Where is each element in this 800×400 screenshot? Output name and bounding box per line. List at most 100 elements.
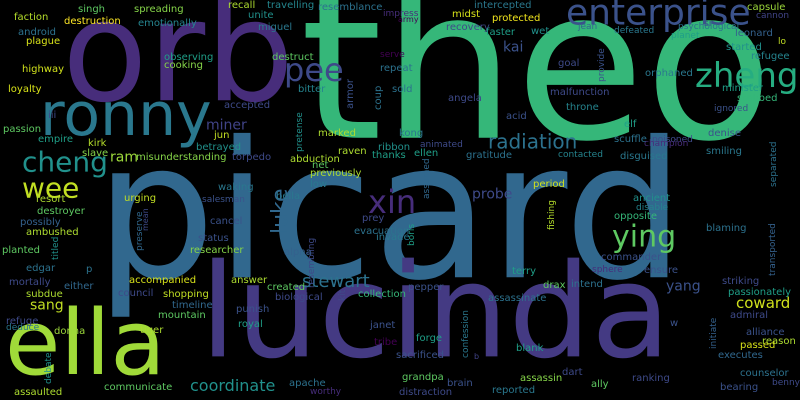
- word-forge: forge: [416, 332, 443, 344]
- word-misunderstanding: misunderstanding: [136, 151, 227, 163]
- word-loyalty: loyalty: [8, 83, 42, 95]
- word-probe: probe: [472, 186, 513, 203]
- word-alpha: alpha: [284, 246, 312, 258]
- word-intercepted: intercepted: [474, 0, 532, 11]
- word-ranking: ranking: [632, 372, 670, 384]
- word-boris: boris: [407, 223, 417, 246]
- word-refugee: refugee: [751, 50, 790, 62]
- word-ram: ram: [110, 149, 138, 166]
- word-minister: minister: [722, 82, 764, 94]
- word-thanks: thanks: [372, 149, 406, 161]
- word-xin: xin: [368, 183, 417, 222]
- word-answer: answer: [231, 274, 268, 286]
- word-ambushed: ambushed: [26, 226, 79, 238]
- word-destruction: destruction: [64, 15, 121, 27]
- word-either: either: [64, 280, 94, 292]
- word-brain: brain: [447, 377, 473, 389]
- word-destroyer: destroyer: [37, 205, 85, 217]
- word-edgar: edgar: [26, 262, 56, 274]
- word-radiation: radiation: [488, 129, 578, 154]
- word-assassinate: assassinate: [488, 292, 547, 304]
- word-zheng: zheng: [695, 55, 799, 96]
- word-capsule: capsule: [747, 1, 786, 13]
- word-period: period: [533, 178, 565, 190]
- word-previously: previously: [310, 167, 362, 179]
- word-provide: provide: [597, 48, 607, 82]
- word-ellen: ellen: [414, 147, 439, 159]
- word-evacuation: evacuation: [354, 225, 410, 237]
- word-spreading: spreading: [134, 3, 184, 15]
- word-biological: biological: [275, 291, 323, 303]
- word-iii: iii: [48, 109, 57, 121]
- word-assassin: assassin: [520, 372, 563, 384]
- word-grandpa: grandpa: [402, 371, 444, 383]
- word-impress: impress: [383, 8, 419, 19]
- word-ensure: ensure: [644, 264, 679, 276]
- word-opposite: opposite: [614, 210, 657, 222]
- word-tribe: tribe: [374, 336, 398, 348]
- word-pepper: pepper: [408, 281, 444, 293]
- word-ella: ella: [5, 291, 166, 397]
- word-b: b: [474, 352, 480, 362]
- word-bearing: bearing: [720, 381, 759, 393]
- word-executes: executes: [718, 349, 763, 361]
- word-gratitude: gratitude: [466, 149, 513, 161]
- word-planet: planet: [671, 30, 700, 41]
- word-android: android: [18, 26, 56, 38]
- word-preserve: preserve: [135, 211, 145, 251]
- word-pretense: pretense: [295, 112, 305, 152]
- word-refuge: refuge: [6, 315, 39, 327]
- word-confession: confession: [461, 310, 471, 358]
- word-wee: wee: [22, 171, 80, 205]
- word-low: low: [310, 178, 328, 190]
- word-reason: reason: [762, 335, 796, 347]
- word-bitter: bitter: [298, 83, 326, 95]
- word-timeline: timeline: [172, 299, 213, 311]
- word-faster: faster: [486, 26, 516, 38]
- word-accepted: accepted: [224, 99, 271, 111]
- word-miner: miner: [206, 117, 247, 134]
- word-unite: unite: [248, 9, 274, 21]
- word-ancient: ancient: [633, 192, 671, 204]
- word-planted: planted: [2, 244, 41, 256]
- word-lo: lo: [778, 36, 787, 47]
- word-resembling: resembling: [307, 237, 317, 288]
- word-repeat: repeat: [380, 62, 413, 74]
- word-kai: kai: [503, 39, 524, 56]
- word-raven: raven: [338, 145, 367, 157]
- word-assumed: assumed: [422, 158, 432, 199]
- word-council: council: [118, 287, 154, 299]
- word-acid: acid: [506, 110, 527, 122]
- word-smiling: smiling: [706, 145, 742, 157]
- word-sang: sang: [30, 297, 64, 314]
- word-ribbon: ribbon: [378, 141, 411, 153]
- word-coordinate: coordinate: [190, 376, 276, 396]
- word-stewart: stewart: [302, 270, 370, 292]
- word-coup: coup: [373, 85, 384, 110]
- word-communicate: communicate: [104, 381, 173, 393]
- word-shopping: shopping: [163, 288, 209, 300]
- word-started: started: [726, 41, 762, 53]
- word-army: army: [398, 15, 419, 25]
- word-salesman: salesman: [202, 194, 245, 205]
- word-miguel: miguel: [258, 21, 293, 33]
- word-w: w: [670, 317, 679, 329]
- word-ally: ally: [591, 378, 609, 390]
- word-orphaned: orphaned: [645, 67, 693, 79]
- word-benny: benny: [772, 377, 800, 388]
- word-alliance: alliance: [746, 326, 785, 338]
- word-travelling: travelling: [267, 0, 315, 11]
- word-passionately: passionately: [728, 286, 792, 298]
- word-debate: debate: [44, 352, 54, 384]
- word-counselor: counselor: [740, 367, 789, 379]
- word-cannon: cannon: [756, 10, 790, 21]
- word-wet: wet: [531, 25, 550, 37]
- word-resemblance: resemblance: [318, 1, 383, 13]
- word-researcher: researcher: [190, 244, 244, 256]
- word-striking: striking: [722, 275, 760, 287]
- word-malfunction: malfunction: [550, 86, 610, 98]
- word-drax: drax: [543, 279, 566, 291]
- word-passed: passed: [740, 339, 776, 351]
- word-kit: kit: [338, 289, 348, 301]
- word-terry: terry: [512, 265, 537, 277]
